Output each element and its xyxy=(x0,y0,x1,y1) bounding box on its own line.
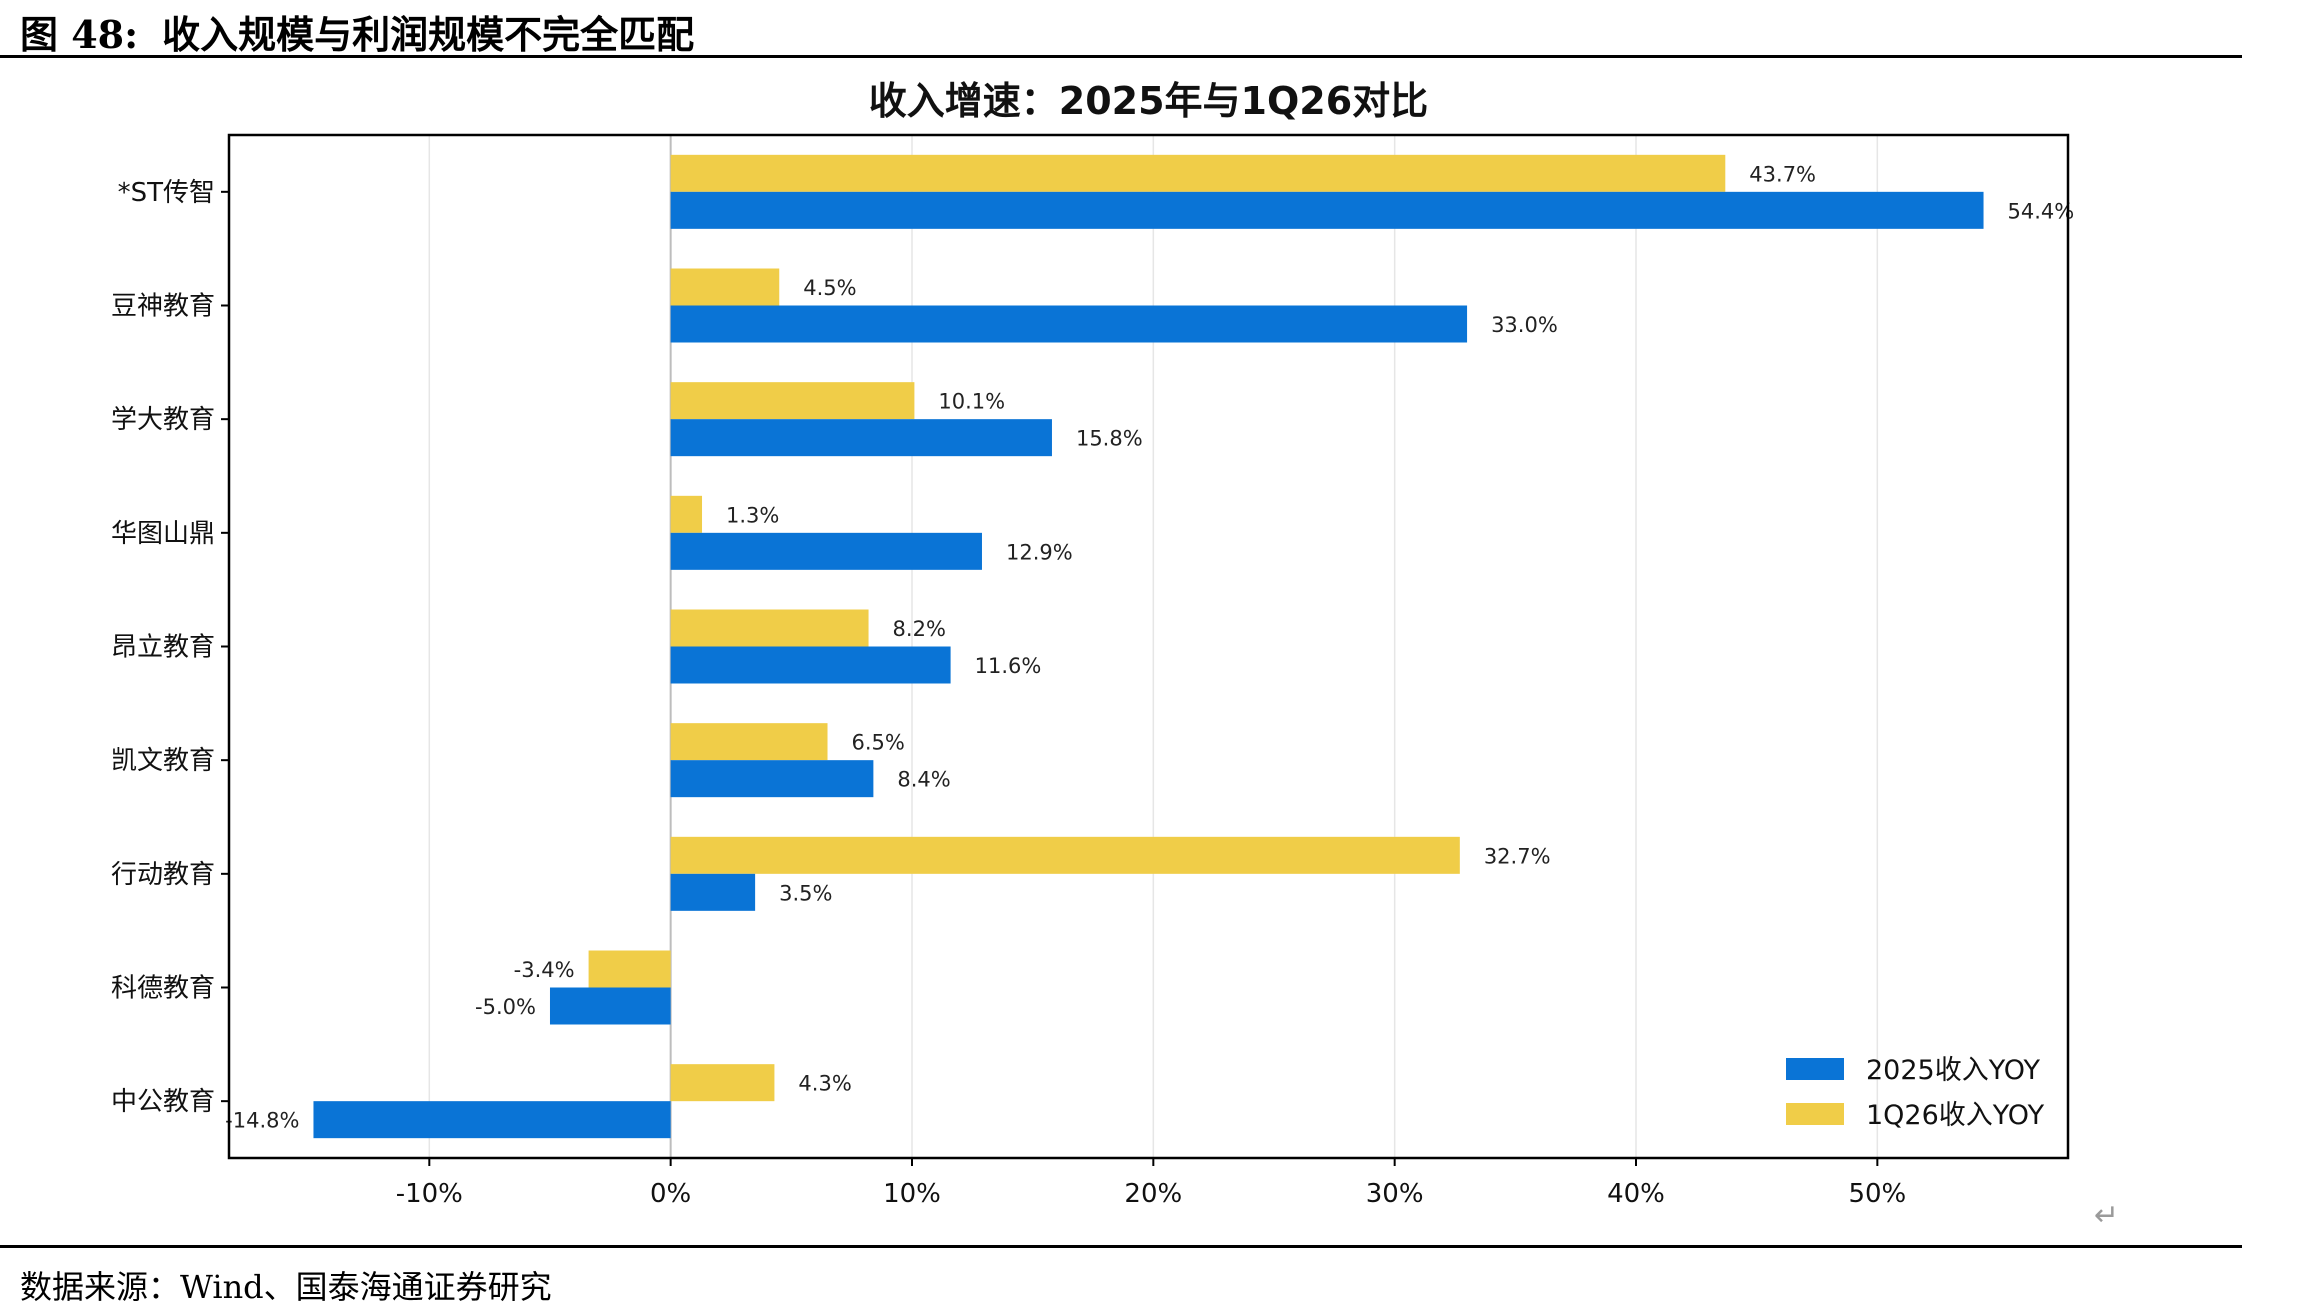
bar xyxy=(670,836,1460,874)
bar xyxy=(670,1064,775,1102)
bar xyxy=(670,532,982,570)
category-label: 行动教育 xyxy=(111,860,215,890)
return-icon: ↵ xyxy=(2094,1198,2120,1233)
x-tick-label: 0% xyxy=(650,1179,691,1209)
data-label: 32.7% xyxy=(1484,844,1551,868)
data-label: 4.3% xyxy=(798,1072,851,1096)
category-label: 华图山鼎 xyxy=(111,519,215,549)
data-label: 1.3% xyxy=(726,503,779,527)
legend-swatch xyxy=(1786,1103,1844,1125)
data-label: -5.0% xyxy=(475,995,536,1019)
figure-label: 图 48: xyxy=(20,12,139,57)
category-label: 科德教育 xyxy=(111,974,215,1004)
x-tick-label: 50% xyxy=(1848,1179,1906,1209)
bar xyxy=(549,987,671,1025)
figure-title: 收入规模与利润规模不完全匹配 xyxy=(162,12,695,57)
category-label: 中公教育 xyxy=(111,1087,215,1117)
data-label: 3.5% xyxy=(779,881,832,905)
data-label: 11.6% xyxy=(975,654,1042,678)
bar xyxy=(588,950,671,988)
bar xyxy=(670,609,869,647)
bar xyxy=(670,268,780,306)
figure-header: 图 48: 收入规模与利润规模不完全匹配 xyxy=(20,4,694,57)
data-label: 4.5% xyxy=(803,276,856,300)
chart-title: 收入增速：2025年与1Q26对比 xyxy=(869,79,1428,123)
category-label: 豆神教育 xyxy=(111,292,215,322)
data-label: 10.1% xyxy=(938,390,1005,414)
category-label: 凯文教育 xyxy=(111,746,215,776)
x-tick-label: 40% xyxy=(1607,1179,1665,1209)
legend-label: 1Q26收入YOY xyxy=(1866,1100,2045,1131)
bar-chart: 收入增速：2025年与1Q26对比 43.7% 54.4% *ST传智 4.5% 33.0… xyxy=(111,79,2075,1209)
bar xyxy=(670,646,951,684)
legend-label: 2025收入YOY xyxy=(1866,1055,2041,1086)
bar xyxy=(313,1101,671,1139)
bar xyxy=(670,873,756,911)
bar xyxy=(670,495,703,533)
bar xyxy=(670,760,874,798)
bar xyxy=(670,154,1726,192)
category-label: *ST传智 xyxy=(118,178,215,208)
source-note: 数据来源：Wind、国泰海通证券研究 xyxy=(20,1268,552,1306)
data-label: 54.4% xyxy=(2008,199,2075,223)
bar xyxy=(670,305,1468,343)
data-label: 15.8% xyxy=(1076,427,1143,451)
category-label: 学大教育 xyxy=(111,405,215,435)
x-tick-label: 20% xyxy=(1124,1179,1182,1209)
header-rule xyxy=(0,55,2242,58)
data-label: 8.2% xyxy=(893,617,946,641)
data-label: 33.0% xyxy=(1491,313,1558,337)
legend-swatch xyxy=(1786,1058,1844,1080)
data-label: -3.4% xyxy=(514,958,575,982)
bar xyxy=(670,382,915,420)
x-tick-label: 30% xyxy=(1366,1179,1424,1209)
bar xyxy=(670,419,1052,457)
bar xyxy=(670,191,1984,229)
data-label: 12.9% xyxy=(1006,540,1073,564)
data-label: 8.4% xyxy=(897,768,950,792)
category-label: 昂立教育 xyxy=(111,633,215,663)
footer-rule xyxy=(0,1245,2242,1248)
x-tick-label: 10% xyxy=(883,1179,941,1209)
data-label: 43.7% xyxy=(1749,162,1816,186)
data-label: -14.8% xyxy=(225,1109,299,1133)
x-tick-label: -10% xyxy=(396,1179,463,1209)
data-label: 6.5% xyxy=(852,731,905,755)
bar xyxy=(670,723,828,761)
plot-frame xyxy=(227,133,2070,1160)
